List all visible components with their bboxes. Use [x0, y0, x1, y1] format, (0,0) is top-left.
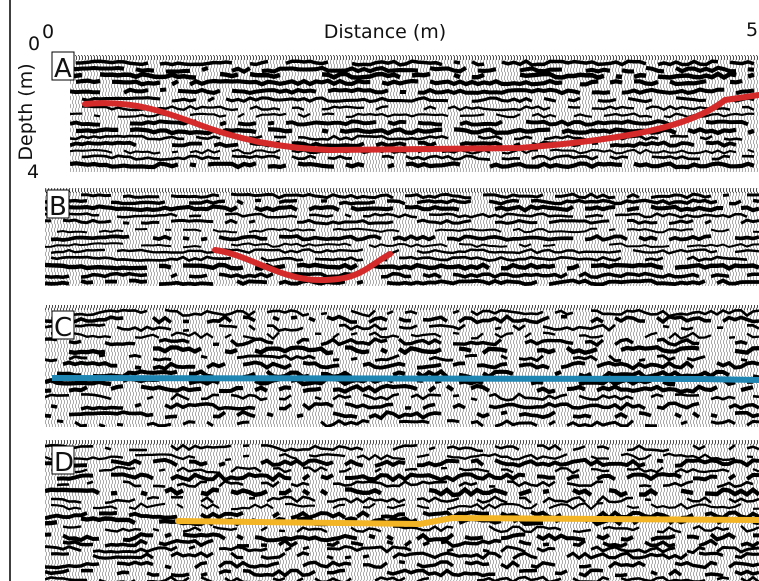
panel-label: C [54, 313, 72, 343]
reflection [56, 227, 759, 234]
reflection [75, 59, 755, 67]
top-ruler [45, 440, 759, 445]
reflection [45, 568, 759, 578]
reflection [75, 78, 743, 87]
reflection [50, 502, 759, 511]
reflection [51, 495, 759, 505]
panel-label: A [54, 54, 72, 84]
reflection [62, 360, 759, 371]
reflection [45, 409, 759, 421]
reflection [45, 337, 748, 348]
reflection [45, 242, 759, 249]
radargram [45, 188, 759, 286]
reflection [70, 87, 755, 96]
top-ruler [70, 55, 759, 60]
reflection [45, 452, 754, 462]
interpreted-reflector [51, 375, 759, 383]
label-box [51, 310, 75, 340]
radargram [70, 55, 759, 172]
panel-label: B [49, 192, 67, 222]
top-ruler [45, 305, 759, 310]
reflection [70, 71, 755, 81]
reflection [50, 331, 759, 341]
reflection [50, 234, 759, 242]
interpreted-reflector [212, 247, 393, 284]
reflection [70, 119, 749, 127]
depth-top: 0 [28, 33, 40, 55]
reflection [62, 538, 759, 549]
depth-bottom: 4 [27, 161, 39, 183]
axis-title: Distance (m) [324, 21, 446, 43]
reflection [50, 551, 759, 561]
radargrams [45, 55, 759, 581]
distance-end: 50 [746, 19, 759, 41]
reflection [74, 465, 759, 475]
label-box [51, 51, 75, 81]
radargram [45, 440, 759, 581]
reflection [75, 127, 755, 136]
reflection [70, 112, 755, 119]
reflection [45, 532, 759, 543]
reflection [45, 218, 759, 226]
radargram [45, 305, 759, 427]
reflection [56, 479, 754, 489]
reflection [45, 575, 759, 581]
reflection [62, 524, 759, 534]
reflection [70, 65, 755, 75]
reflection [45, 486, 759, 498]
reflection [45, 544, 759, 555]
reflection [81, 96, 755, 104]
top-ruler [45, 188, 759, 193]
reflection [45, 392, 759, 402]
reflection [56, 308, 759, 318]
reflection [50, 401, 759, 412]
reflection [81, 154, 755, 161]
interpreted-reflector [82, 92, 759, 154]
reflection [45, 271, 759, 280]
panel-label: D [54, 448, 74, 478]
label-box [46, 189, 70, 219]
reflection [56, 418, 759, 427]
distance-start: 0 [42, 21, 54, 43]
axis-title: Depth (m) [15, 63, 37, 160]
reflection [70, 161, 755, 170]
label-box [51, 445, 75, 475]
reflection [45, 383, 754, 395]
reflection [45, 560, 759, 570]
interpreted-reflector [175, 514, 759, 528]
reflection [82, 104, 755, 112]
reflection [56, 471, 759, 483]
reflection [45, 314, 759, 325]
reflection [50, 248, 759, 255]
reflection [68, 344, 759, 356]
